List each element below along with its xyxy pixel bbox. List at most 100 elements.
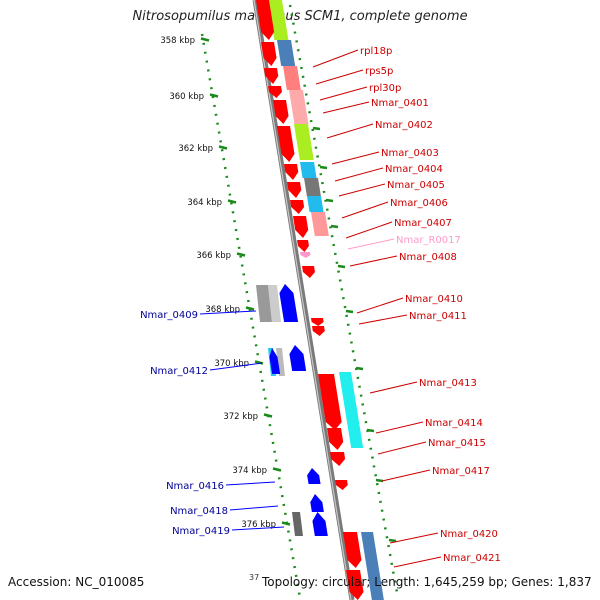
rna-gene-arrow (300, 252, 311, 258)
cog-category-bar (268, 285, 281, 322)
label-connector (381, 469, 431, 482)
forward-gene-arrow (302, 266, 315, 278)
cog-category-bar (300, 162, 317, 178)
tick-mark (281, 521, 291, 526)
tick-label: 376 kbp (241, 520, 276, 530)
label-connector (358, 314, 408, 325)
left-tick-track (200, 33, 302, 599)
cog-category-bar (304, 178, 321, 196)
reverse-gene-arrow (279, 284, 299, 322)
minor-tick-mark (388, 538, 397, 543)
label-connector (231, 526, 285, 531)
gene-label[interactable]: Nmar_0409 (140, 310, 198, 321)
tick-label: 368 kbp (205, 305, 240, 315)
gene-track (256, 0, 364, 600)
accession-text: Accession: NC_010085 (8, 575, 145, 589)
gene-label[interactable]: Nmar_0406 (390, 198, 448, 209)
label-connector (356, 297, 404, 314)
gene-label[interactable]: Nmar_0408 (399, 252, 457, 263)
gene-label[interactable]: Nmar_0412 (150, 366, 208, 377)
minor-tick-mark (345, 309, 354, 314)
gene-label[interactable]: Nmar_0419 (172, 526, 230, 537)
forward-gene-arrow (327, 428, 344, 450)
tick-mark (209, 93, 219, 98)
label-connector (199, 310, 257, 315)
tick-label: 370 kbp (214, 359, 249, 369)
gene-label[interactable]: Nmar_0420 (440, 529, 498, 540)
gene-label[interactable]: Nmar_0418 (170, 506, 228, 517)
gene-label[interactable]: Nmar_0411 (409, 311, 467, 322)
label-connector (389, 532, 439, 544)
gene-label[interactable]: Nmar_0401 (371, 98, 429, 109)
forward-gene-arrow (284, 164, 299, 180)
gene-label[interactable]: Nmar_0421 (443, 553, 501, 564)
minor-tick-mark (366, 428, 375, 433)
gene-label[interactable]: rpl18p (360, 46, 392, 57)
forward-gene-arrow (277, 126, 295, 162)
gene-label[interactable]: Nmar_0404 (385, 164, 443, 175)
cog-category-bar (307, 196, 324, 212)
clipped-tick-label: 37 (249, 573, 260, 582)
tick-mark (272, 467, 282, 472)
label-connector (349, 255, 398, 267)
minor-tick-mark (312, 126, 321, 131)
label-connector (345, 221, 393, 239)
forward-gene-arrow (268, 86, 282, 98)
cog-category-bar (311, 212, 329, 236)
gene-label[interactable]: Nmar_0403 (381, 148, 439, 159)
label-connector (312, 49, 359, 68)
minor-tick-mark (355, 366, 364, 371)
reverse-gene-arrow (310, 494, 324, 512)
label-connector (322, 101, 370, 114)
gene-label[interactable]: Nmar_R0017 (396, 235, 461, 246)
gene-label[interactable]: Nmar_0407 (394, 218, 452, 229)
backbone-highlight (253, 0, 352, 600)
label-connector (326, 123, 374, 139)
forward-gene-arrow (343, 532, 362, 568)
gene-labels: rpl18p rps5p rpl30p Nmar_0401 Nmar_0402 Nmar_… (140, 46, 501, 568)
label-connector (375, 421, 424, 434)
tick-label: 366 kbp (196, 251, 231, 261)
forward-gene-arrow (311, 318, 324, 326)
tick-mark (218, 145, 228, 150)
gene-label[interactable]: rpl30p (369, 83, 401, 94)
label-connector (331, 151, 380, 165)
gene-label[interactable]: Nmar_0416 (166, 481, 224, 492)
label-connector (315, 69, 364, 85)
label-connector (319, 86, 368, 101)
gene-label[interactable]: Nmar_0415 (428, 438, 486, 449)
tick-mark (263, 413, 273, 418)
gene-label[interactable]: Nmar_0405 (387, 180, 445, 191)
genome-summary: Topology: circular; Length: 1,645,259 bp… (262, 575, 592, 589)
minor-tick-mark (375, 478, 384, 483)
label-connector (377, 441, 427, 455)
label-connector (229, 505, 279, 511)
right-tick-track (288, 4, 400, 599)
label-connector (225, 481, 276, 486)
backbone-track (252, 0, 355, 600)
forward-gene-arrow (318, 374, 342, 430)
tick-label: 372 kbp (223, 412, 258, 422)
forward-gene-arrow (256, 0, 275, 40)
tick-label: 362 kbp (178, 144, 213, 154)
gene-label[interactable]: Nmar_0410 (405, 294, 463, 305)
minor-tick-mark (319, 165, 328, 170)
label-connector (209, 362, 263, 371)
tick-mark (227, 199, 237, 204)
minor-tick-mark (325, 198, 334, 203)
forward-gene-arrow (335, 480, 348, 490)
gene-label[interactable]: Nmar_0414 (425, 418, 483, 429)
reverse-gene-arrow (312, 512, 328, 536)
tick-mark (200, 37, 210, 42)
gene-label[interactable]: rps5p (365, 66, 393, 77)
reverse-gene-arrow (289, 345, 307, 371)
tick-label: 364 kbp (187, 198, 222, 208)
label-connector (338, 183, 386, 197)
forward-gene-arrow (293, 216, 309, 238)
cog-category-bar (294, 124, 314, 160)
gene-label[interactable]: Nmar_0417 (432, 466, 490, 477)
label-connector (334, 167, 384, 182)
gene-label[interactable]: Nmar_0402 (375, 120, 433, 131)
cog-category-bar (277, 40, 296, 66)
gene-label[interactable]: Nmar_0413 (419, 378, 477, 389)
